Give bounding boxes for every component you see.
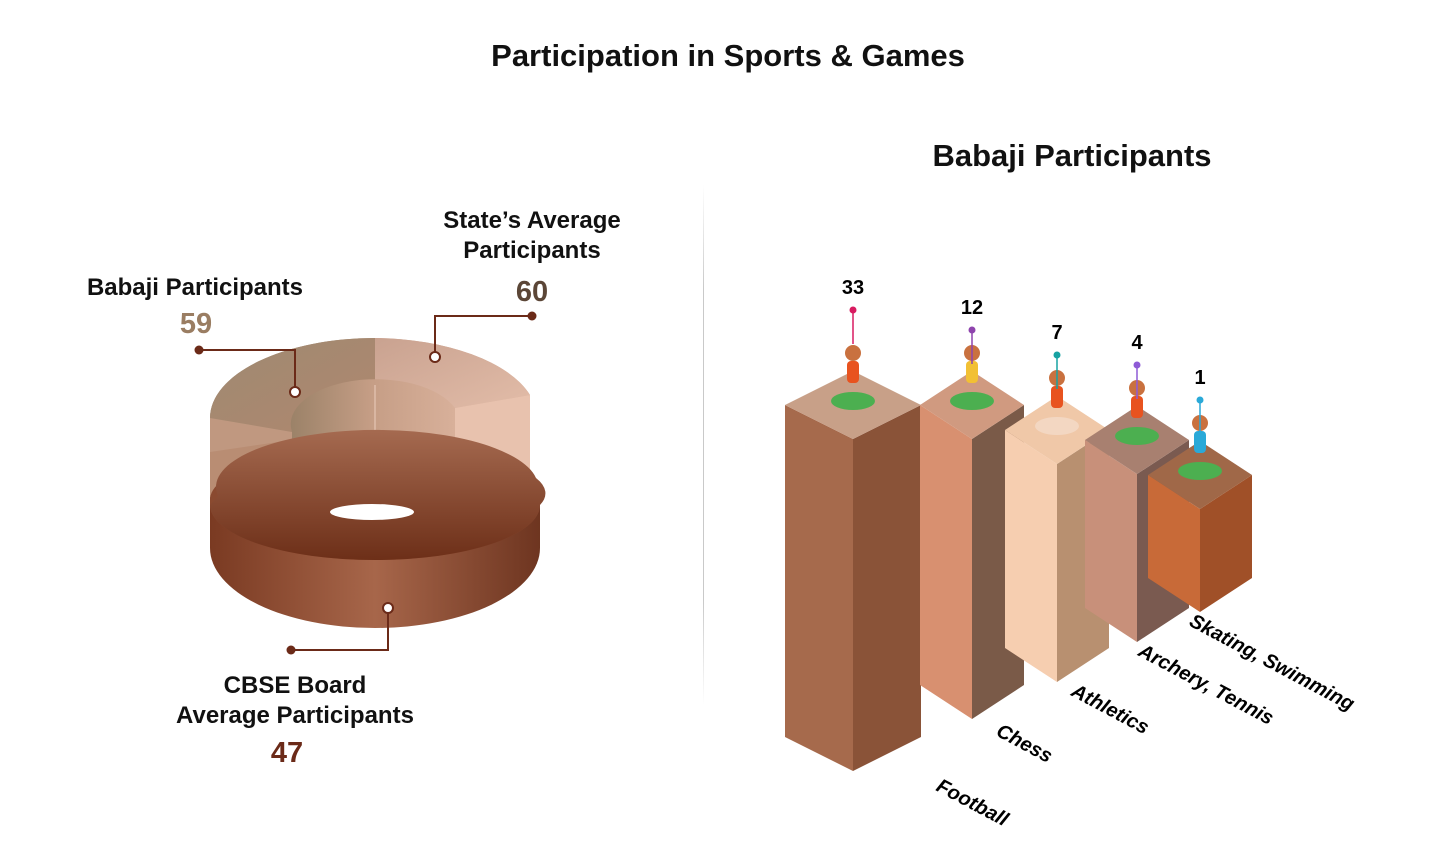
bar-front-face: [1148, 475, 1200, 612]
page-title: Participation in Sports & Games: [491, 38, 965, 73]
runner-icon: [1035, 370, 1079, 435]
donut-slice-cbse: [210, 429, 546, 628]
babaji-label: Babaji Participants: [86, 274, 304, 301]
icon-base: [950, 392, 994, 410]
state-value: 60: [515, 276, 549, 308]
bar-value-label: 4: [1131, 332, 1143, 354]
value-pin-dot: [968, 326, 976, 334]
icon-body: [1194, 431, 1206, 453]
icon-base: [1115, 427, 1159, 445]
state-label-line2: Participants: [463, 237, 601, 264]
bar-value-label: 12: [961, 297, 983, 319]
cbse-label-line1: CBSE Board: [223, 672, 367, 699]
bar-value-label: 1: [1194, 367, 1205, 389]
babaji-value: 59: [179, 308, 213, 340]
connector-babaji: [194, 345, 301, 398]
bar-front-face: [1085, 440, 1137, 642]
value-pin-dot: [849, 306, 857, 314]
bar-value-label: 7: [1051, 322, 1062, 344]
bar-category-label: Football: [933, 775, 1012, 831]
panel-divider: [703, 185, 704, 705]
state-label: State’s Average Participants: [412, 206, 652, 266]
bar-chart-title: Babaji Participants: [932, 138, 1212, 173]
connector-cbse: [286, 602, 394, 655]
bar-front-face: [920, 405, 972, 719]
icon-base: [1178, 462, 1222, 480]
icon-body: [1051, 386, 1063, 408]
cbse-value: 47: [270, 737, 304, 769]
value-pin-dot: [1196, 396, 1204, 404]
bar-front-face: [785, 405, 853, 771]
cbse-label-line2: Average Participants: [176, 702, 414, 729]
icon-head: [845, 345, 861, 361]
donut-chart: [194, 311, 546, 655]
bar-category-label: Chess: [993, 720, 1056, 768]
value-pin-dot: [1133, 361, 1141, 369]
cbse-label: CBSE Board Average Participants: [150, 671, 440, 731]
bar-value-label: 33: [842, 277, 864, 299]
soccer-player-icon: [831, 345, 875, 410]
icon-body: [847, 361, 859, 383]
bar-side-face: [853, 405, 921, 771]
icon-body: [966, 361, 978, 383]
icon-base: [831, 392, 875, 410]
bar-category-label: Athletics: [1067, 680, 1153, 740]
bar-side-face: [1200, 475, 1252, 612]
value-pin-dot: [1053, 351, 1061, 359]
icon-body: [1131, 396, 1143, 418]
bar-front-face: [1005, 430, 1057, 682]
icon-base: [1035, 417, 1079, 435]
connector-state: [429, 311, 537, 363]
state-label-line1: State’s Average: [443, 207, 621, 234]
